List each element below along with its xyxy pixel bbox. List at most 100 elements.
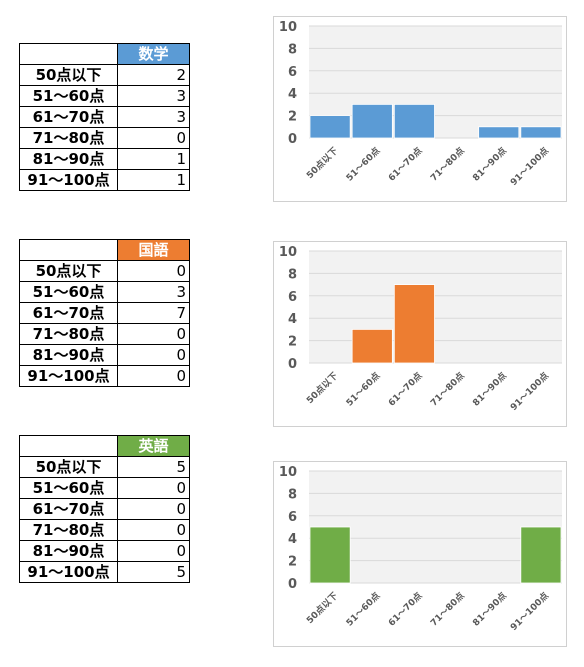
range-label: 71～80点 bbox=[19, 323, 118, 345]
range-label: 91～100点 bbox=[19, 561, 118, 583]
range-label: 91～100点 bbox=[19, 365, 118, 387]
range-label: 51～60点 bbox=[19, 477, 118, 499]
subject-header: 英語 bbox=[117, 435, 190, 457]
x-tick-label: 91～100点 bbox=[508, 145, 551, 188]
y-tick-label: 8 bbox=[288, 267, 297, 282]
y-tick-label: 2 bbox=[288, 335, 297, 350]
table-row: 91～100点 5 bbox=[19, 561, 190, 583]
y-tick-label: 4 bbox=[288, 312, 297, 327]
frequency-table: 国語 50点以下 0 51～60点 3 61～70点 7 71～80点 0 81～90点 0 91～1… bbox=[19, 239, 190, 387]
count-value: 0 bbox=[117, 519, 190, 541]
range-label: 71～80点 bbox=[19, 127, 118, 149]
table-row: 71～80点 0 bbox=[19, 127, 190, 149]
histogram-chart: 0 2 4 6 8 10 50点以下 51～60点 61～70点 71～80点 81～90点 91～1… bbox=[273, 241, 567, 427]
x-tick-label: 71～80点 bbox=[428, 370, 467, 409]
frequency-table: 英語 50点以下 5 51～60点 0 61～70点 0 71～80点 0 81～90点 0 91～1… bbox=[19, 435, 190, 583]
table-corner-cell bbox=[19, 435, 118, 457]
count-value: 0 bbox=[117, 260, 190, 282]
x-tick-label: 91～100点 bbox=[508, 590, 551, 633]
subject-header: 国語 bbox=[117, 239, 190, 261]
range-label: 61～70点 bbox=[19, 302, 118, 324]
count-value: 0 bbox=[117, 127, 190, 149]
count-value: 3 bbox=[117, 106, 190, 128]
table-row: 91～100点 1 bbox=[19, 169, 190, 191]
chart-svg: 0 2 4 6 8 10 50点以下 51～60点 61～70点 71～80点 81～90点 91～1… bbox=[279, 465, 562, 633]
x-tick-label: 91～100点 bbox=[508, 370, 551, 413]
table-row: 81～90点 1 bbox=[19, 148, 190, 170]
table-row: 61～70点 3 bbox=[19, 106, 190, 128]
histogram-chart: 0 2 4 6 8 10 50点以下 51～60点 61～70点 71～80点 81～90点 91～1… bbox=[273, 16, 567, 202]
y-tick-label: 8 bbox=[288, 487, 297, 502]
range-label: 51～60点 bbox=[19, 85, 118, 107]
plot-area bbox=[309, 251, 562, 363]
count-value: 5 bbox=[117, 561, 190, 583]
bar bbox=[478, 126, 520, 139]
table-row: 51～60点 3 bbox=[19, 281, 190, 303]
range-label: 71～80点 bbox=[19, 519, 118, 541]
range-label: 81～90点 bbox=[19, 540, 118, 562]
count-value: 0 bbox=[117, 344, 190, 366]
table-corner-cell bbox=[19, 43, 118, 65]
x-tick-label: 81～90点 bbox=[470, 590, 509, 629]
count-value: 1 bbox=[117, 148, 190, 170]
histogram-chart: 0 2 4 6 8 10 50点以下 51～60点 61～70点 71～80点 81～90点 91～1… bbox=[273, 461, 567, 647]
y-tick-label: 6 bbox=[288, 510, 297, 525]
x-tick-label: 51～60点 bbox=[343, 145, 382, 184]
range-label: 81～90点 bbox=[19, 344, 118, 366]
chart-svg: 0 2 4 6 8 10 50点以下 51～60点 61～70点 71～80点 81～90点 91～1… bbox=[279, 20, 562, 188]
table-row: 50点以下 5 bbox=[19, 456, 190, 478]
subject-header: 数学 bbox=[117, 43, 190, 65]
table-row: 50点以下 0 bbox=[19, 260, 190, 282]
range-label: 50点以下 bbox=[19, 64, 118, 86]
y-tick-label: 4 bbox=[288, 87, 297, 102]
count-value: 7 bbox=[117, 302, 190, 324]
x-tick-label: 81～90点 bbox=[470, 145, 509, 184]
plot-area bbox=[309, 26, 562, 138]
table-row: 51～60点 0 bbox=[19, 477, 190, 499]
x-tick-label: 61～70点 bbox=[386, 590, 425, 629]
x-tick-label: 51～60点 bbox=[343, 370, 382, 409]
x-tick-label: 71～80点 bbox=[428, 145, 467, 184]
frequency-table: 数学 50点以下 2 51～60点 3 61～70点 3 71～80点 0 81～90点 1 91～1… bbox=[19, 43, 190, 191]
range-label: 50点以下 bbox=[19, 456, 118, 478]
y-tick-label: 10 bbox=[279, 465, 297, 480]
table-row: 61～70点 0 bbox=[19, 498, 190, 520]
x-tick-label: 61～70点 bbox=[386, 370, 425, 409]
range-label: 61～70点 bbox=[19, 106, 118, 128]
table-row: 71～80点 0 bbox=[19, 519, 190, 541]
y-tick-label: 0 bbox=[288, 132, 297, 147]
table-row: 50点以下 2 bbox=[19, 64, 190, 86]
x-tick-label: 61～70点 bbox=[386, 145, 425, 184]
count-value: 2 bbox=[117, 64, 190, 86]
x-tick-label: 81～90点 bbox=[470, 370, 509, 409]
bar bbox=[309, 526, 351, 584]
table-row: 51～60点 3 bbox=[19, 85, 190, 107]
y-tick-label: 8 bbox=[288, 42, 297, 57]
bar bbox=[351, 329, 393, 364]
y-tick-label: 0 bbox=[288, 357, 297, 372]
count-value: 5 bbox=[117, 456, 190, 478]
bar bbox=[393, 284, 435, 364]
range-label: 61～70点 bbox=[19, 498, 118, 520]
table-corner-cell bbox=[19, 239, 118, 261]
x-tick-label: 51～60点 bbox=[343, 590, 382, 629]
table-row: 91～100点 0 bbox=[19, 365, 190, 387]
bar bbox=[520, 126, 562, 139]
table-row: 81～90点 0 bbox=[19, 344, 190, 366]
count-value: 1 bbox=[117, 169, 190, 191]
count-value: 3 bbox=[117, 281, 190, 303]
range-label: 81～90点 bbox=[19, 148, 118, 170]
y-tick-label: 10 bbox=[279, 245, 297, 260]
range-label: 51～60点 bbox=[19, 281, 118, 303]
table-row: 61～70点 7 bbox=[19, 302, 190, 324]
y-tick-label: 2 bbox=[288, 555, 297, 570]
count-value: 0 bbox=[117, 323, 190, 345]
bar bbox=[520, 526, 562, 584]
y-tick-label: 6 bbox=[288, 65, 297, 80]
y-tick-label: 4 bbox=[288, 532, 297, 547]
x-tick-label: 71～80点 bbox=[428, 590, 467, 629]
bar bbox=[309, 115, 351, 139]
y-tick-label: 6 bbox=[288, 290, 297, 305]
count-value: 3 bbox=[117, 85, 190, 107]
table-row: 71～80点 0 bbox=[19, 323, 190, 345]
